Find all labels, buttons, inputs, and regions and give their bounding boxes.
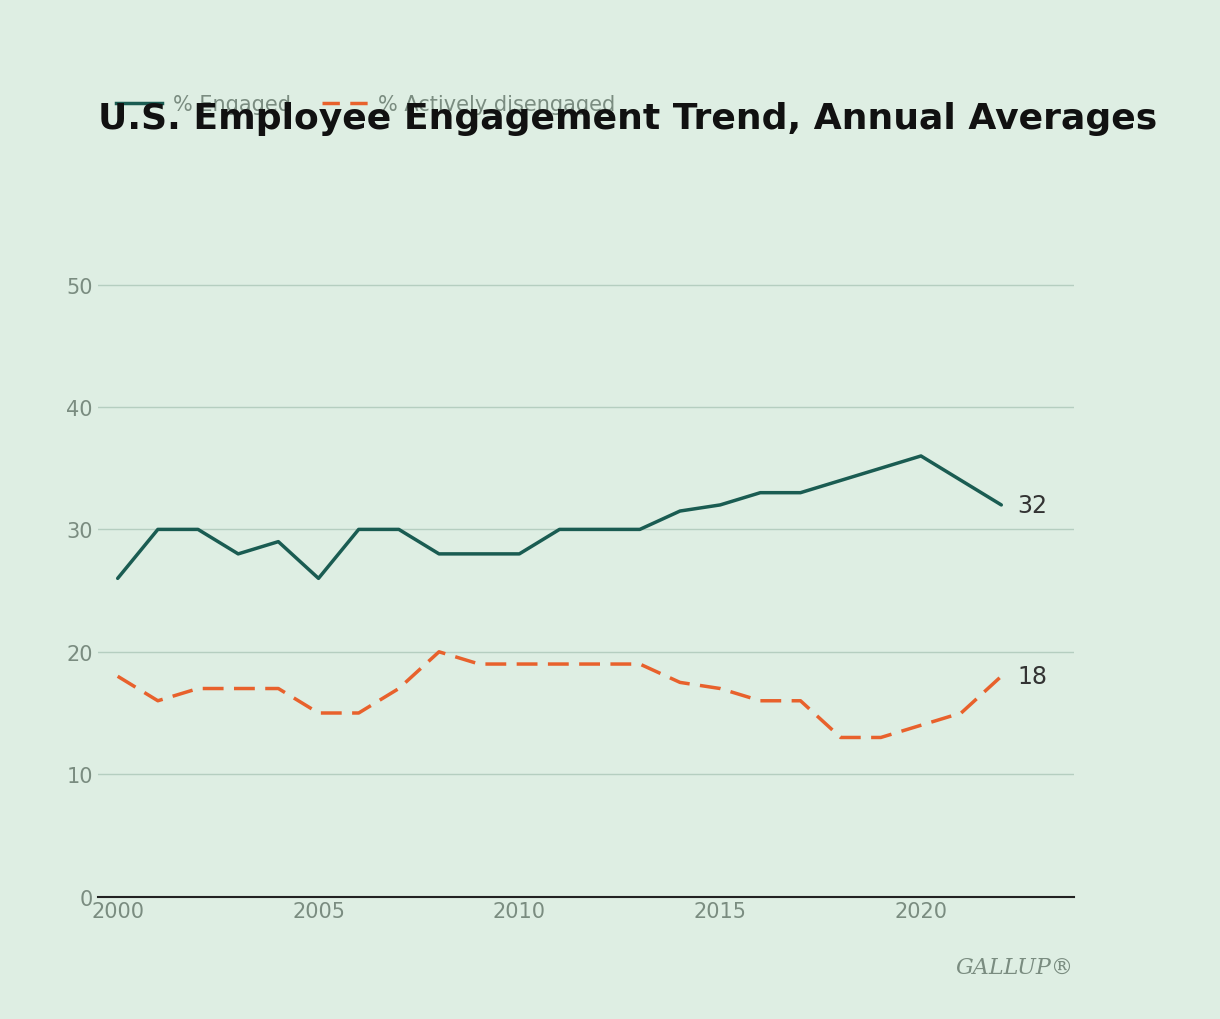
Legend: % Engaged, % Actively disengaged: % Engaged, % Actively disengaged: [109, 87, 623, 123]
Text: 32: 32: [1017, 493, 1047, 518]
Text: U.S. Employee Engagement Trend, Annual Averages: U.S. Employee Engagement Trend, Annual A…: [98, 102, 1157, 136]
Text: GALLUP®: GALLUP®: [955, 956, 1074, 978]
Text: 18: 18: [1017, 664, 1047, 689]
